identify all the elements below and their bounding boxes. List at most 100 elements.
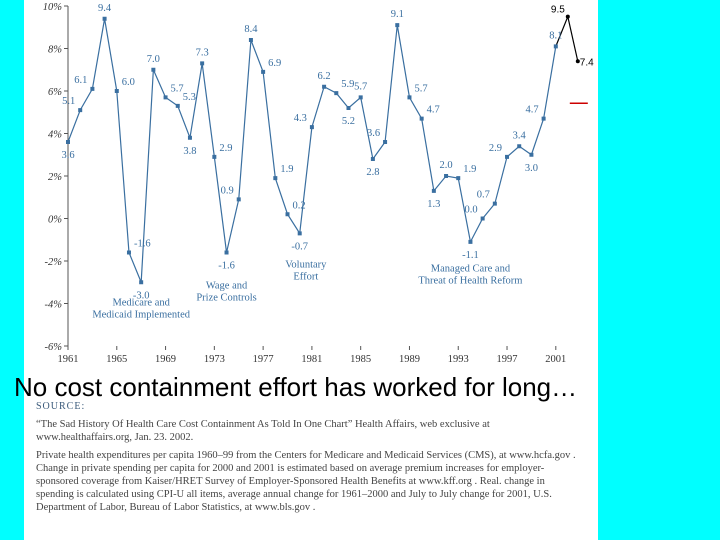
data-point [456,176,461,181]
extension-label: 7.4 [580,57,594,68]
data-point [444,174,449,178]
data-point [505,154,510,159]
data-point [212,154,217,159]
data-point [407,95,412,100]
x-tick-label: 1961 [58,354,79,365]
x-tick-label: 2001 [545,354,566,365]
annotation-label: Effort [293,271,318,282]
source-notes: SOURCE: “The Sad History Of Health Care … [36,400,576,519]
data-label: 9.4 [98,3,112,14]
data-point [297,231,302,236]
data-point [395,23,400,28]
data-point [529,152,534,157]
y-tick-label: 2% [48,172,62,183]
data-label: -1.6 [218,261,235,272]
data-label: 8.1 [549,30,562,41]
y-tick-label: -4% [45,300,63,311]
data-point [468,239,473,244]
data-label: 0.9 [221,185,234,196]
data-point [236,197,241,202]
data-point [370,157,375,161]
data-point [175,103,180,108]
data-point [102,16,107,21]
data-label: 4.3 [294,113,307,124]
data-point [334,91,339,96]
annotation-label: Wage and [206,281,248,292]
data-point [248,38,253,42]
chart-figure: 10% 8% 6% 4% 2% 0% -2% -4% -6% 1961 1965 1969 1973 19… [24,0,598,540]
annotation-label: Medicare and [112,298,170,309]
extension-point [565,14,570,19]
data-label: 0.7 [477,190,490,201]
data-point [480,216,485,221]
data-label: 9.1 [391,9,404,20]
y-tick-label: 8% [48,45,62,56]
y-tick-label: 10% [43,2,63,13]
data-label: 5.7 [171,83,184,94]
x-tick-label: 1977 [253,354,274,365]
data-label: 6.1 [74,75,87,86]
data-label: 5.2 [342,116,355,127]
x-tick-label: 1993 [448,354,469,365]
data-point [151,67,156,72]
data-label: 5.7 [414,83,427,94]
data-label: 0.0 [465,205,478,216]
slide-caption: No cost containment effort has worked fo… [14,372,578,402]
data-label: 1.3 [427,199,440,210]
annotation-label: Threat of Health Reform [418,276,522,287]
x-tick-label: 1969 [155,354,176,365]
data-point [492,201,497,206]
data-label: 3.4 [513,130,527,141]
data-point [309,125,314,130]
data-label: 2.9 [219,143,232,154]
data-point [553,44,558,49]
data-label: 5.9 [341,79,354,90]
data-label: 1.9 [463,164,476,175]
extension-point [575,59,580,64]
data-label: 3.8 [183,146,196,157]
data-label: -0.7 [291,241,308,252]
data-label: 6.2 [318,71,331,82]
data-point [139,280,144,285]
data-point [126,250,131,255]
data-point [431,188,436,193]
data-point [78,108,83,113]
data-point [261,69,266,74]
data-point [163,95,168,100]
data-point [114,89,119,93]
data-label: 0.2 [293,200,306,211]
data-point [322,84,327,89]
data-label: 4.7 [525,105,538,116]
data-label: 3.6 [367,128,380,139]
y-tick-label: -6% [45,342,63,353]
data-label: -1.6 [134,239,151,250]
data-point [346,106,351,110]
data-point [273,176,278,181]
data-label: -3.0 [133,290,150,301]
x-tick-label: 1989 [399,354,420,365]
data-label: 4.7 [427,105,440,116]
data-point [517,144,522,149]
y-tick-label: -2% [45,257,63,268]
data-label: 2.0 [439,160,452,171]
y-tick-label: 0% [48,215,62,226]
line-chart: 10% 8% 6% 4% 2% 0% -2% -4% -6%1961 1965 1969 1973 19… [43,2,594,365]
y-tick-label: 4% [48,130,62,141]
y-tick-label: 6% [48,87,62,98]
x-tick-label: 1981 [301,354,322,365]
data-label: 6.0 [122,77,135,88]
data-label: -1.1 [462,250,479,261]
data-point [383,140,388,144]
annotation-label: Medicaid Implemented [92,310,190,321]
data-label: 5.7 [354,81,367,92]
annotation-label: Managed Care and [431,264,511,275]
data-point [66,140,70,144]
data-label: 5.3 [183,92,196,103]
data-label: 3.6 [61,150,74,161]
data-label: 3.0 [525,163,538,174]
data-label: 2.8 [366,167,379,178]
x-tick-label: 1985 [350,354,371,365]
data-label: 5.1 [62,96,75,107]
data-label: 6.9 [268,58,281,69]
data-label: 8.4 [244,24,258,35]
